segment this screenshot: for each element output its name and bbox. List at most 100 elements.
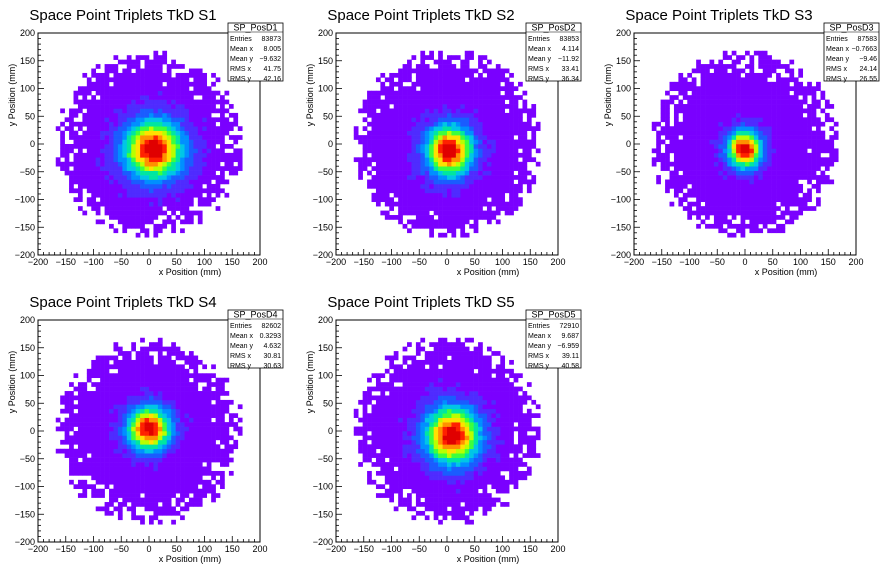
heatmap-bin bbox=[451, 175, 457, 180]
heatmap-bin bbox=[171, 183, 176, 189]
heatmap-bin bbox=[73, 99, 79, 105]
heatmap-bin bbox=[758, 50, 764, 56]
heatmap-bin bbox=[433, 99, 439, 105]
heatmap-bin bbox=[758, 95, 764, 100]
heatmap-bin bbox=[687, 148, 693, 154]
heatmap-bin bbox=[193, 484, 199, 490]
heatmap-bin bbox=[820, 139, 826, 145]
heatmap-bin bbox=[438, 86, 443, 92]
heatmap-bin bbox=[135, 466, 141, 472]
heatmap-bin bbox=[447, 64, 452, 69]
heatmap-bin bbox=[762, 192, 768, 198]
heatmap-bin bbox=[184, 179, 190, 185]
heatmap-bin bbox=[469, 166, 474, 171]
heatmap-bin bbox=[162, 426, 168, 432]
heatmap-bin bbox=[500, 112, 506, 118]
heatmap-bin bbox=[175, 351, 181, 356]
heatmap-bin bbox=[696, 135, 701, 140]
heatmap-bin bbox=[144, 161, 150, 167]
heatmap-bin bbox=[149, 506, 154, 512]
heatmap-bin bbox=[86, 391, 92, 396]
heatmap-bin bbox=[149, 497, 154, 503]
heatmap-bin bbox=[144, 210, 150, 216]
heatmap-bin bbox=[829, 135, 835, 140]
heatmap-bin bbox=[157, 86, 163, 92]
heatmap-bin bbox=[157, 166, 163, 171]
heatmap-bin bbox=[149, 359, 154, 365]
heatmap-bin bbox=[215, 166, 221, 171]
heatmap-bin bbox=[135, 215, 141, 220]
heatmap-bin bbox=[509, 108, 514, 114]
heatmap-bin bbox=[727, 126, 732, 131]
heatmap-bin bbox=[518, 121, 523, 127]
heatmap-bin bbox=[798, 121, 804, 127]
heatmap-bin bbox=[371, 148, 377, 154]
heatmap-bin bbox=[398, 144, 403, 149]
heatmap-bin bbox=[411, 201, 417, 207]
heatmap-bin bbox=[713, 108, 719, 114]
heatmap-bin bbox=[100, 108, 105, 114]
heatmap-bin bbox=[206, 192, 212, 198]
heatmap-bin bbox=[816, 130, 821, 136]
heatmap-bin bbox=[745, 183, 750, 189]
heatmap-bin bbox=[95, 382, 101, 387]
heatmap-bin bbox=[140, 337, 145, 343]
heatmap-bin bbox=[140, 497, 145, 503]
heatmap-bin bbox=[91, 470, 97, 476]
heatmap-bin bbox=[157, 453, 163, 458]
heatmap-bin bbox=[705, 77, 710, 83]
heatmap-bin bbox=[188, 188, 194, 194]
heatmap-bin bbox=[109, 64, 114, 69]
heatmap-bin bbox=[464, 99, 470, 105]
heatmap-bin bbox=[491, 183, 497, 189]
heatmap-bin bbox=[745, 112, 750, 118]
heatmap-bin bbox=[469, 157, 474, 163]
heatmap-bin bbox=[486, 210, 492, 216]
heatmap-bin bbox=[184, 130, 190, 136]
heatmap-bin bbox=[197, 215, 203, 220]
heatmap-bin bbox=[126, 152, 132, 158]
heatmap-bin bbox=[696, 126, 701, 131]
heatmap-bin bbox=[745, 126, 750, 131]
heatmap-bin bbox=[126, 377, 132, 383]
heatmap-bin bbox=[789, 108, 795, 114]
heatmap-bin bbox=[709, 72, 715, 78]
heatmap-bin bbox=[673, 144, 679, 149]
heatmap-bin bbox=[727, 161, 732, 167]
heatmap-bin bbox=[69, 161, 74, 167]
heatmap-bin bbox=[762, 121, 768, 127]
heatmap-bin bbox=[180, 506, 185, 512]
heatmap-bin bbox=[64, 422, 70, 427]
heatmap-bin bbox=[157, 497, 163, 503]
heatmap-bin bbox=[429, 108, 434, 114]
heatmap-bin bbox=[713, 188, 719, 194]
heatmap-bin bbox=[193, 192, 199, 198]
heatmap-bin bbox=[86, 462, 92, 467]
heatmap-bin bbox=[175, 197, 181, 203]
heatmap-bin bbox=[358, 161, 363, 167]
heatmap-bin bbox=[211, 104, 216, 109]
heatmap-bin bbox=[135, 81, 141, 87]
heatmap-bin bbox=[402, 126, 408, 131]
heatmap-bin bbox=[380, 157, 386, 163]
heatmap-bin bbox=[166, 488, 172, 494]
heatmap-bin bbox=[82, 417, 88, 423]
heatmap-bin bbox=[802, 201, 808, 207]
heatmap-bin bbox=[776, 108, 781, 114]
heatmap-bin bbox=[117, 192, 123, 198]
heatmap-bin bbox=[100, 135, 105, 140]
heatmap-bin bbox=[522, 161, 528, 167]
heatmap-bin bbox=[135, 462, 141, 467]
heatmap-bin bbox=[807, 188, 812, 194]
heatmap-bin bbox=[384, 144, 390, 149]
heatmap-bin bbox=[109, 466, 114, 472]
heatmap-bin bbox=[420, 130, 426, 136]
heatmap-bin bbox=[140, 391, 145, 396]
heatmap-bin bbox=[188, 439, 194, 445]
heatmap-bin bbox=[109, 435, 114, 441]
heatmap-bin bbox=[180, 408, 185, 414]
heatmap-bin bbox=[771, 192, 777, 198]
heatmap-bin bbox=[184, 439, 190, 445]
heatmap-bin bbox=[144, 373, 150, 379]
heatmap-bin bbox=[197, 86, 203, 92]
